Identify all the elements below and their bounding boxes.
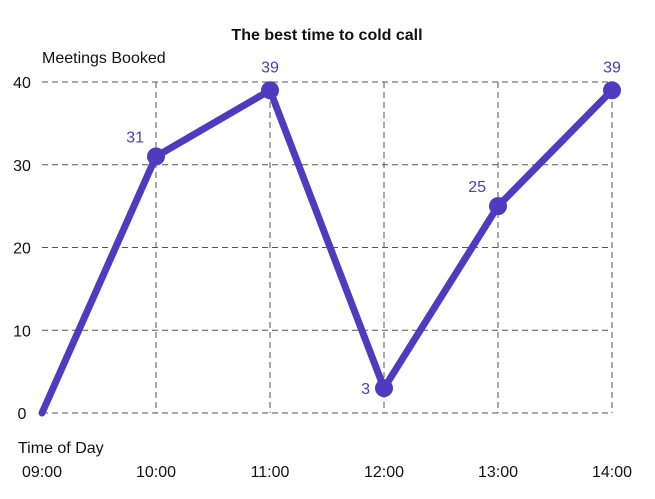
data-label: 39 (261, 59, 279, 76)
data-label: 25 (468, 179, 486, 196)
x-tick-label: 13:00 (478, 464, 518, 481)
series (38, 81, 621, 417)
y-tick-label: 40 (13, 75, 31, 92)
y-tick-label: 0 (18, 406, 27, 423)
x-tick-label: 10:00 (136, 464, 176, 481)
data-point (375, 379, 393, 398)
x-axis-ticks: 09:00 10:00 11:00 12:00 13:00 14:00 (22, 464, 632, 481)
y-tick-label: 20 (13, 241, 31, 258)
y-axis-ticks: 0 10 20 30 40 (13, 75, 31, 423)
x-tick-label: 11:00 (251, 464, 290, 481)
y-tick-label: 10 (13, 323, 31, 340)
x-axis-label: Time of Day (18, 440, 104, 457)
x-tick-label: 14:00 (592, 464, 632, 481)
data-point (603, 81, 621, 100)
data-point (261, 81, 279, 100)
data-label: 31 (126, 129, 144, 146)
data-labels: 31 39 3 25 39 (126, 59, 621, 398)
chart-title: The best time to cold call (231, 27, 422, 44)
x-tick-label: 12:00 (364, 464, 404, 481)
y-axis-label: Meetings Booked (42, 50, 166, 67)
data-label: 3 (361, 381, 370, 398)
data-point (489, 197, 507, 216)
data-point (147, 147, 165, 166)
data-label: 39 (603, 59, 621, 76)
x-tick-label: 09:00 (22, 464, 62, 481)
y-tick-label: 30 (13, 158, 31, 175)
series-line (38, 86, 616, 417)
